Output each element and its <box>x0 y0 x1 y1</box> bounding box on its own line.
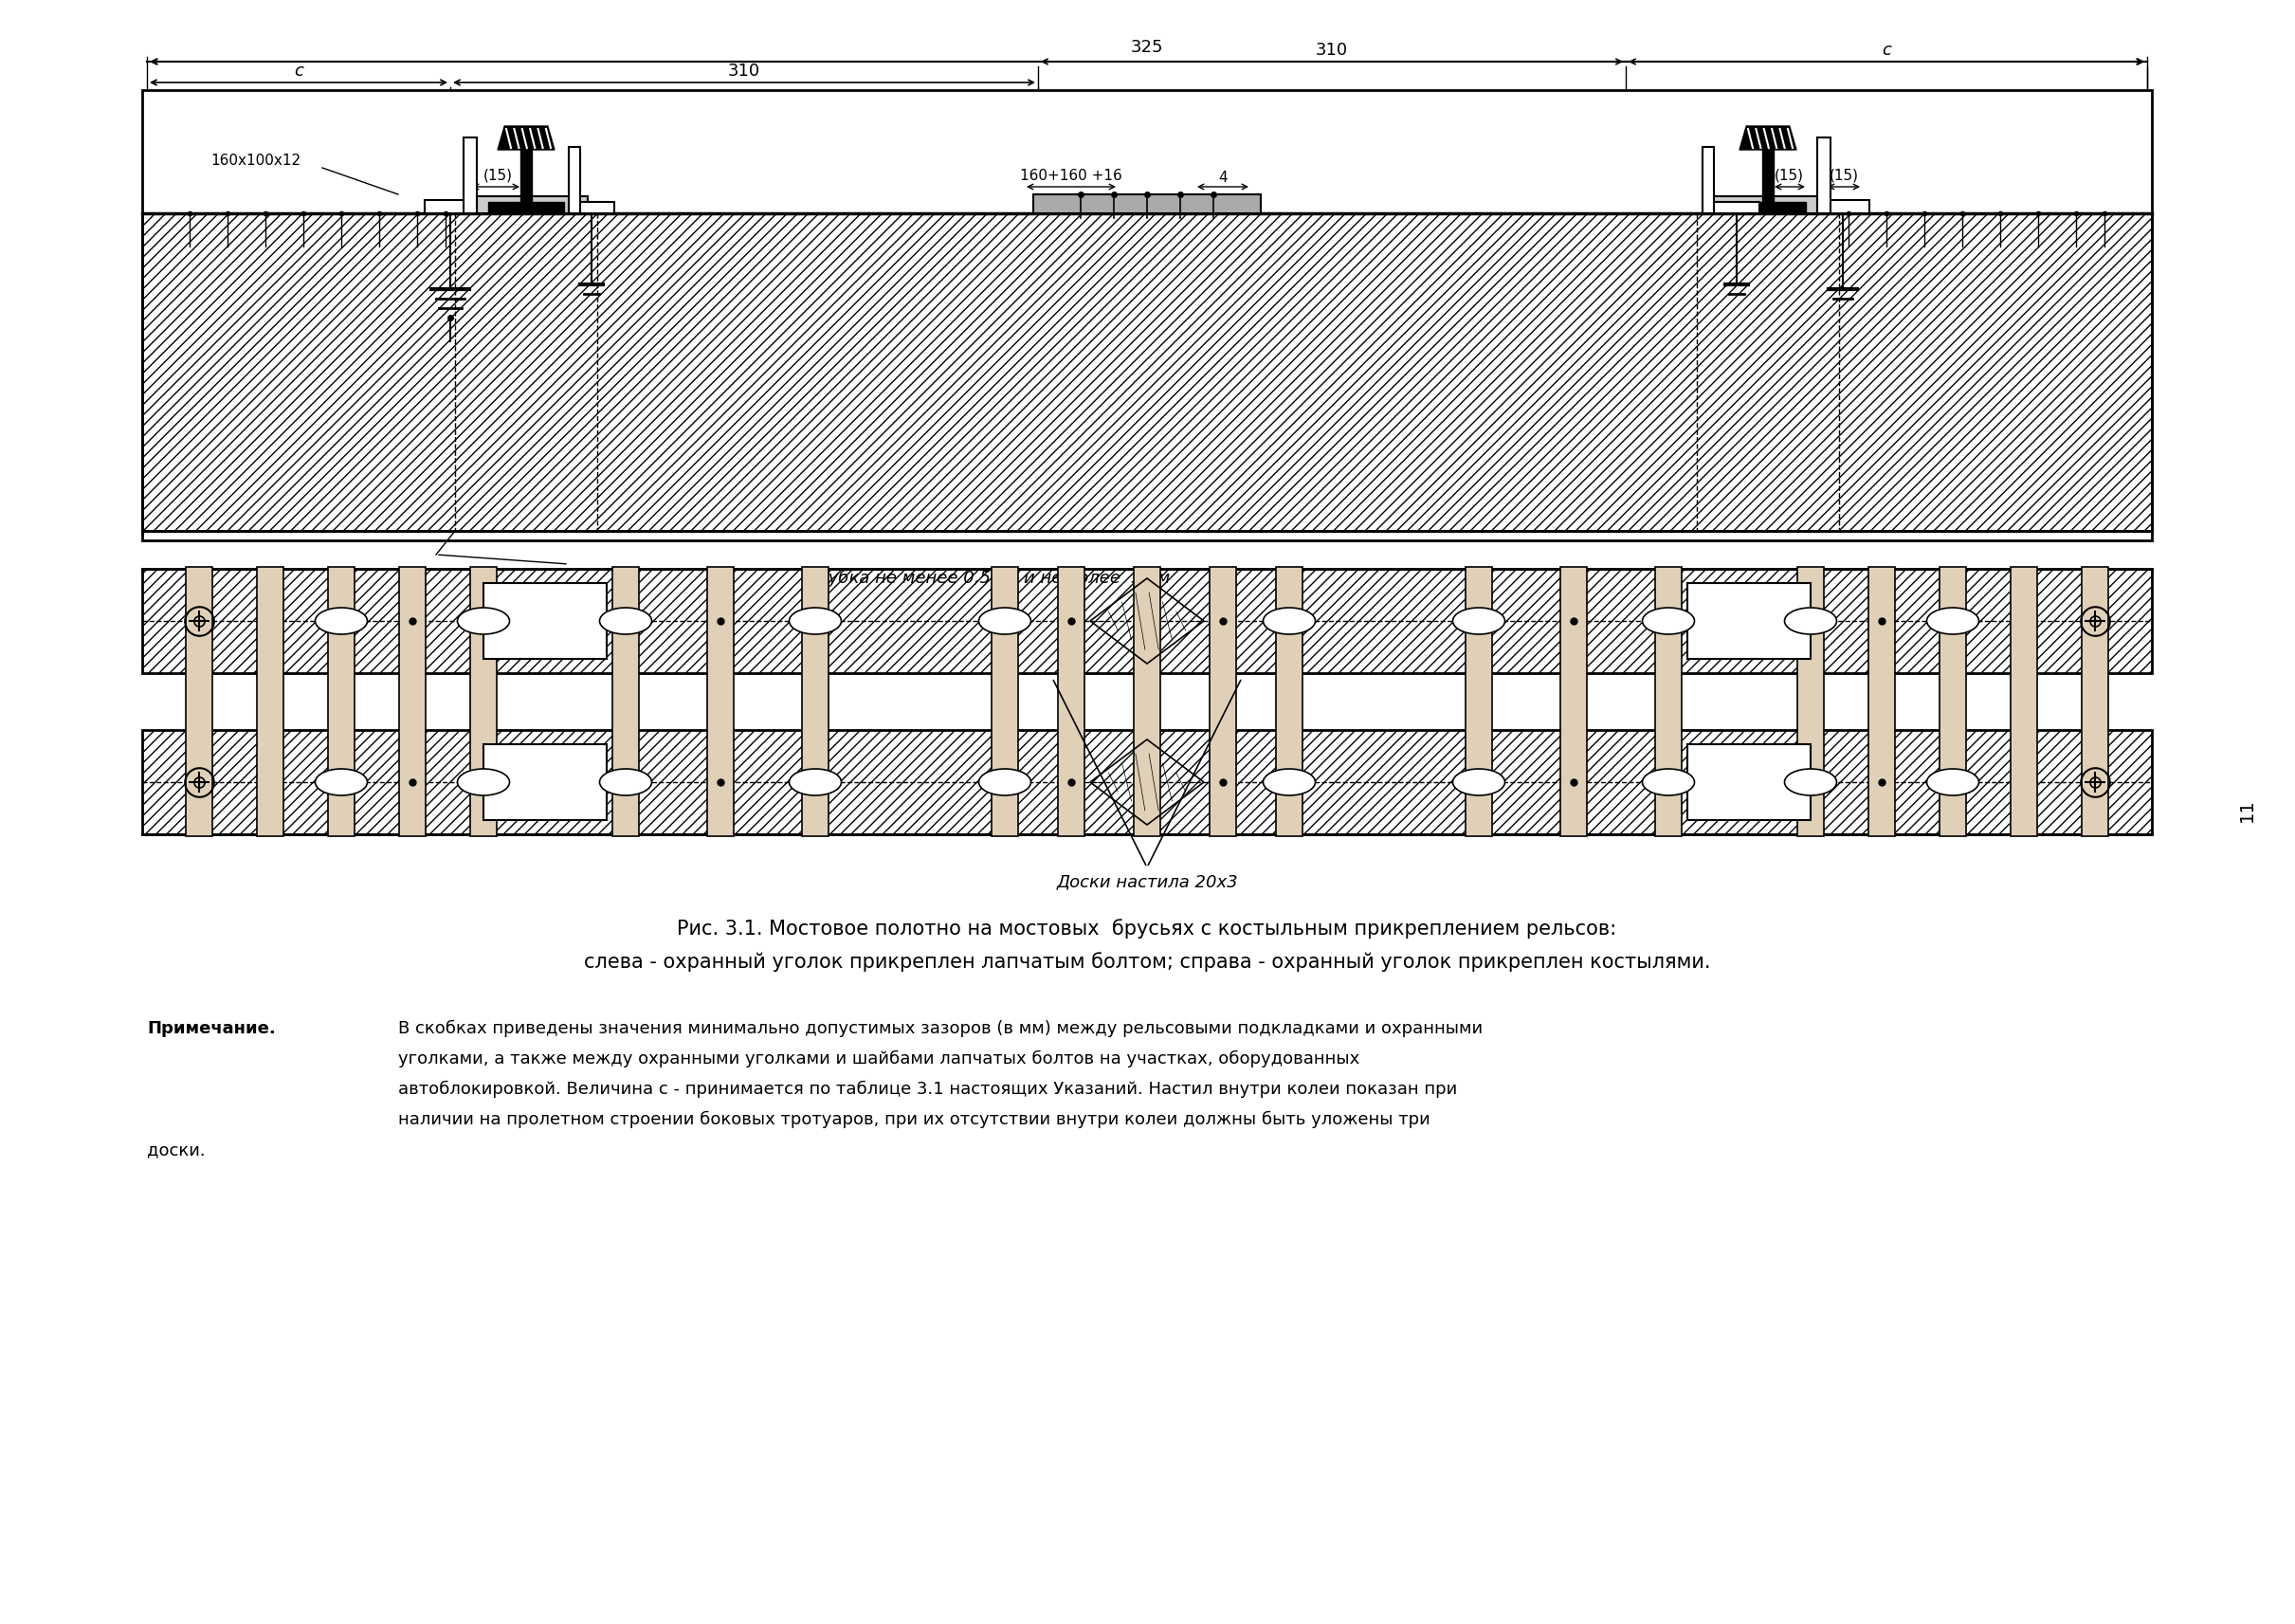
Text: наличии на пролетном строении боковых тротуаров, при их отсутствии внутри колеи : наличии на пролетном строении боковых тр… <box>397 1111 1430 1129</box>
Text: c: c <box>1882 42 1891 58</box>
Text: c: c <box>294 63 303 80</box>
Text: 310: 310 <box>728 63 760 80</box>
Bar <box>1033 195 1260 213</box>
Text: (15): (15) <box>1829 169 1859 182</box>
Bar <box>2082 567 2109 836</box>
Ellipse shape <box>978 768 1030 796</box>
Bar <box>142 731 2153 835</box>
Text: (15): (15) <box>482 169 512 182</box>
Bar <box>489 201 565 213</box>
Bar <box>1818 200 1870 213</box>
Bar <box>2010 567 2038 836</box>
Bar <box>142 89 2153 541</box>
Text: автоблокировкой. Величина с - принимается по таблице 3.1 настоящих Указаний. Нас: автоблокировкой. Величина с - принимаетс… <box>397 1080 1457 1098</box>
Ellipse shape <box>1928 768 1978 796</box>
Bar <box>569 201 615 213</box>
Ellipse shape <box>978 607 1030 635</box>
Text: 160х100х12: 160х100х12 <box>211 154 301 169</box>
Text: доски.: доски. <box>147 1142 204 1158</box>
Bar <box>1561 567 1586 836</box>
Bar <box>569 146 581 213</box>
Ellipse shape <box>1453 768 1506 796</box>
Ellipse shape <box>789 607 842 635</box>
Bar <box>1939 567 1967 836</box>
Bar <box>1868 567 1896 836</box>
Ellipse shape <box>1262 768 1315 796</box>
Bar <box>1209 567 1237 836</box>
Bar <box>186 567 213 836</box>
Bar <box>470 567 496 836</box>
Text: В скобках приведены значения минимально допустимых зазоров (в мм) между рельсовы: В скобках приведены значения минимально … <box>397 1020 1483 1038</box>
Bar <box>484 583 606 659</box>
Bar <box>1687 744 1811 820</box>
Ellipse shape <box>789 768 842 796</box>
Ellipse shape <box>1643 768 1694 796</box>
Text: слева - охранный уголок прикреплен лапчатым болтом; справа - охранный уголок при: слева - охранный уголок прикреплен лапча… <box>583 952 1710 973</box>
Ellipse shape <box>599 768 652 796</box>
Bar <box>484 744 606 820</box>
Ellipse shape <box>1928 607 1978 635</box>
Bar <box>425 200 477 213</box>
Bar <box>142 568 2153 672</box>
Text: 11: 11 <box>2238 799 2256 822</box>
Bar <box>991 567 1019 836</box>
Bar <box>142 213 2153 531</box>
Bar <box>1134 567 1161 836</box>
Text: Рис. 3.1. Мостовое полотно на мостовых  брусьях с костыльным прикреплением рельс: Рис. 3.1. Мостовое полотно на мостовых б… <box>677 919 1616 939</box>
Ellipse shape <box>314 768 367 796</box>
Text: Доски настила 20х3: Доски настила 20х3 <box>1056 874 1237 890</box>
Bar <box>1655 567 1682 836</box>
Bar <box>1818 138 1831 213</box>
Text: уголками, а также между охранными уголками и шайбами лапчатых болтов на участках: уголками, а также между охранными уголка… <box>397 1051 1359 1067</box>
Ellipse shape <box>1262 607 1315 635</box>
Bar <box>1703 146 1714 213</box>
Bar <box>399 567 425 836</box>
Bar <box>1797 567 1825 836</box>
Ellipse shape <box>1786 768 1836 796</box>
Polygon shape <box>498 127 555 149</box>
Bar <box>1705 197 1829 213</box>
Bar <box>1276 567 1304 836</box>
Ellipse shape <box>314 607 367 635</box>
Ellipse shape <box>1786 607 1836 635</box>
Bar <box>1763 149 1774 201</box>
Text: Примечание.: Примечание. <box>147 1020 275 1038</box>
Polygon shape <box>1740 127 1797 149</box>
Text: Врубка не менее 0,5 см и не более  3 см: Врубка не менее 0,5 см и не более 3 см <box>806 570 1170 586</box>
Text: 325: 325 <box>1131 39 1164 55</box>
Bar <box>1687 583 1811 659</box>
Bar <box>257 567 285 836</box>
Bar <box>521 149 532 201</box>
Bar <box>801 567 828 836</box>
Bar <box>613 567 638 836</box>
Bar <box>707 567 734 836</box>
Bar <box>1714 201 1760 213</box>
Ellipse shape <box>457 768 509 796</box>
Bar <box>328 567 353 836</box>
Text: 310: 310 <box>1315 42 1347 58</box>
Ellipse shape <box>457 607 509 635</box>
Text: 160+160 +16: 160+160 +16 <box>1019 169 1122 182</box>
Ellipse shape <box>599 607 652 635</box>
Bar <box>1058 567 1086 836</box>
Bar <box>464 138 477 213</box>
Text: 4: 4 <box>1219 171 1228 185</box>
Text: (15): (15) <box>1774 169 1804 182</box>
Bar <box>464 197 588 213</box>
Bar <box>1467 567 1492 836</box>
Ellipse shape <box>1453 607 1506 635</box>
Bar <box>1730 201 1806 213</box>
Ellipse shape <box>1643 607 1694 635</box>
